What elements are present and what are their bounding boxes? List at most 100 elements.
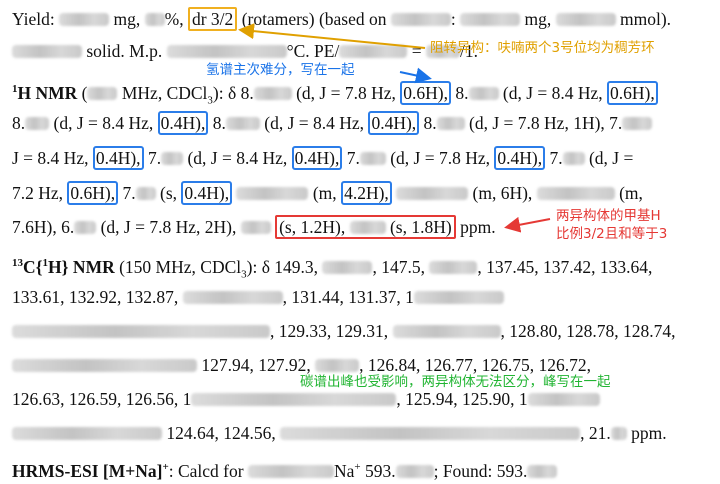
sub: 3: [241, 268, 247, 281]
redacted-value: [253, 86, 292, 100]
c-rest2: ): δ 149.3,: [246, 256, 319, 277]
integral-box: 4.2H),: [341, 181, 392, 205]
mg-unit-2: mg,: [524, 9, 552, 29]
redacted-value: [161, 152, 184, 165]
sup: +: [354, 461, 361, 473]
sup: 1: [12, 83, 18, 95]
redacted-value: [349, 221, 386, 234]
c-nmr-line-4: 127.94, 127.92, , 126.84, 126.77, 126.75…: [12, 354, 591, 376]
c-head2: H} NMR: [48, 256, 115, 277]
red-arrow: [504, 216, 551, 233]
peak: J = 8.4 Hz,: [12, 148, 89, 168]
redacted-value: [536, 187, 615, 200]
mmol-unit: mmol).: [620, 9, 672, 29]
methyl-ratio-note: 两异构体的甲基H: [556, 208, 661, 224]
peak: (d, J = 7.8 Hz,: [390, 148, 490, 168]
c2: 133.61, 132.92, 132.87,: [12, 287, 179, 307]
peak: (d, J = 7.8 Hz, 1H), 7.: [469, 113, 623, 133]
redacted-value: [25, 117, 50, 130]
peak: 8.: [12, 113, 26, 133]
integral-box: 0.4H),: [157, 111, 209, 135]
redacted-value: [225, 117, 260, 130]
sub: 3: [207, 94, 213, 107]
peak: (m, 6H),: [472, 183, 533, 203]
equals-sign: =: [411, 41, 422, 61]
redacted-value: [468, 86, 499, 100]
h-nmr-line-1: 1H NMR ( MHz, CDCl3): δ 8. (d, J = 7.8 H…: [12, 78, 658, 111]
ppm: ppm.: [460, 217, 496, 237]
redacted-value: [395, 464, 434, 478]
peak: (s,: [160, 183, 178, 203]
h-nmr-line-3: J = 8.4 Hz, 0.4H), 7. (d, J = 8.4 Hz, 0.…: [12, 146, 634, 170]
redacted-value: [390, 13, 451, 26]
pct-unit: %,: [164, 9, 184, 29]
peak: (d, J = 8.4 Hz,: [502, 82, 603, 103]
redacted-value: [610, 427, 627, 440]
hrms-line: HRMS-ESI [M+Na]+: Calcd for Na+ 593.; Fo…: [12, 456, 558, 482]
h-nmr-heading: 1H NMR: [12, 83, 77, 103]
dr-ratio-box: dr 3/2: [187, 7, 238, 31]
delta: ): δ 8.: [212, 82, 254, 103]
c-head: C{: [23, 256, 43, 277]
atropisomer-note: 阻转异构：呋喃两个3号位均为稠芳环: [430, 40, 655, 56]
redacted-value: [191, 393, 397, 406]
mp-unit: °C. PE/: [286, 41, 340, 61]
redacted-value: [392, 325, 501, 338]
c-nmr-line-5: 126.63, 126.59, 126.56, 1 , 125.94, 125.9…: [12, 388, 600, 410]
redacted-value: [12, 45, 82, 58]
mp-line: solid. M.p. °C. PE/ = /1.: [12, 40, 478, 62]
hrms-title: HRMS-ESI [M+Na]: [12, 460, 163, 481]
redacted-value: [315, 359, 360, 372]
methyl-b: (s, 1.8H): [389, 217, 452, 237]
redacted-value: [413, 291, 504, 304]
c4a: 127.94, 127.92,: [201, 355, 311, 375]
calc-mass: 593.: [364, 460, 396, 481]
methyl-integrals-box: (s, 1.2H), (s, 1.8H): [275, 215, 456, 239]
ratio-end: /1.: [459, 41, 478, 61]
peak: (d, J =: [588, 148, 634, 168]
peak: 7.6H), 6.: [12, 217, 75, 237]
c-nmr-line-2: 133.61, 132.92, 132.87, , 131.44, 131.37…: [12, 286, 504, 308]
methyl-ratio-note-2: 比例3/2且和等于3: [556, 226, 668, 242]
c5b: , 125.94, 125.90, 1: [396, 389, 528, 409]
peak: 7.2 Hz,: [12, 183, 64, 203]
peak: (m,: [619, 183, 643, 203]
h-nmr-line-5: 7.6H), 6. (d, J = 7.8 Hz, 2H), (s, 1.2H)…: [12, 215, 496, 239]
redacted-value: [555, 13, 616, 26]
peak: (d, J = 7.8 Hz,: [296, 82, 396, 103]
yield-line: Yield: mg, %, dr 3/2 (rotamers) (based o…: [12, 7, 672, 31]
c3b: , 128.80, 128.78, 128.74,: [500, 321, 676, 341]
c3: , 129.33, 129.31,: [270, 321, 389, 341]
redacted-value: [12, 427, 162, 440]
peak: 7.: [346, 148, 360, 168]
c-a: , 147.5,: [372, 256, 425, 277]
peak: 8.: [212, 113, 226, 133]
redacted-value: [280, 427, 581, 440]
integral-box: 0.6H),: [400, 80, 451, 105]
peak: 7.: [549, 148, 563, 168]
c-nmr-heading: 13C{1H} NMR: [12, 257, 115, 277]
h-nmr-line-4: 7.2 Hz, 0.6H), 7. (s, 0.4H), (m, 4.2H), …: [12, 181, 643, 205]
sup: +: [162, 461, 169, 473]
c-b: , 137.45, 137.42, 133.64,: [477, 256, 653, 277]
redacted-value: [74, 221, 97, 234]
yield-label: Yield:: [12, 9, 55, 29]
redacted-value: [339, 45, 408, 58]
redacted-value: [144, 13, 165, 26]
peak: 8.: [423, 113, 437, 133]
redacted-value: [436, 117, 465, 130]
found: ; Found: 593.: [433, 460, 528, 481]
integral-box: 0.4H),: [92, 146, 144, 170]
c-nmr-line-6: 124.64, 124.56, , 21. ppm.: [12, 422, 667, 444]
redacted-value: [359, 152, 386, 165]
solid-mp-text: solid. M.p.: [86, 41, 163, 61]
peak: 7.: [122, 183, 136, 203]
redacted-value: [166, 45, 287, 58]
carbon-note: 碳谱出峰也受影响，两异构体无法区分，峰写在一起: [300, 374, 611, 390]
peak: (d, J = 8.4 Hz,: [264, 113, 365, 133]
h-nmr-line-2: 8. (d, J = 8.4 Hz, 0.4H), 8. (d, J = 8.4…: [12, 111, 653, 135]
integral-box: 0.4H),: [181, 181, 233, 205]
redacted-value: [322, 260, 373, 274]
redacted-value: [240, 221, 271, 234]
integral-box: 0.4H),: [368, 111, 420, 135]
